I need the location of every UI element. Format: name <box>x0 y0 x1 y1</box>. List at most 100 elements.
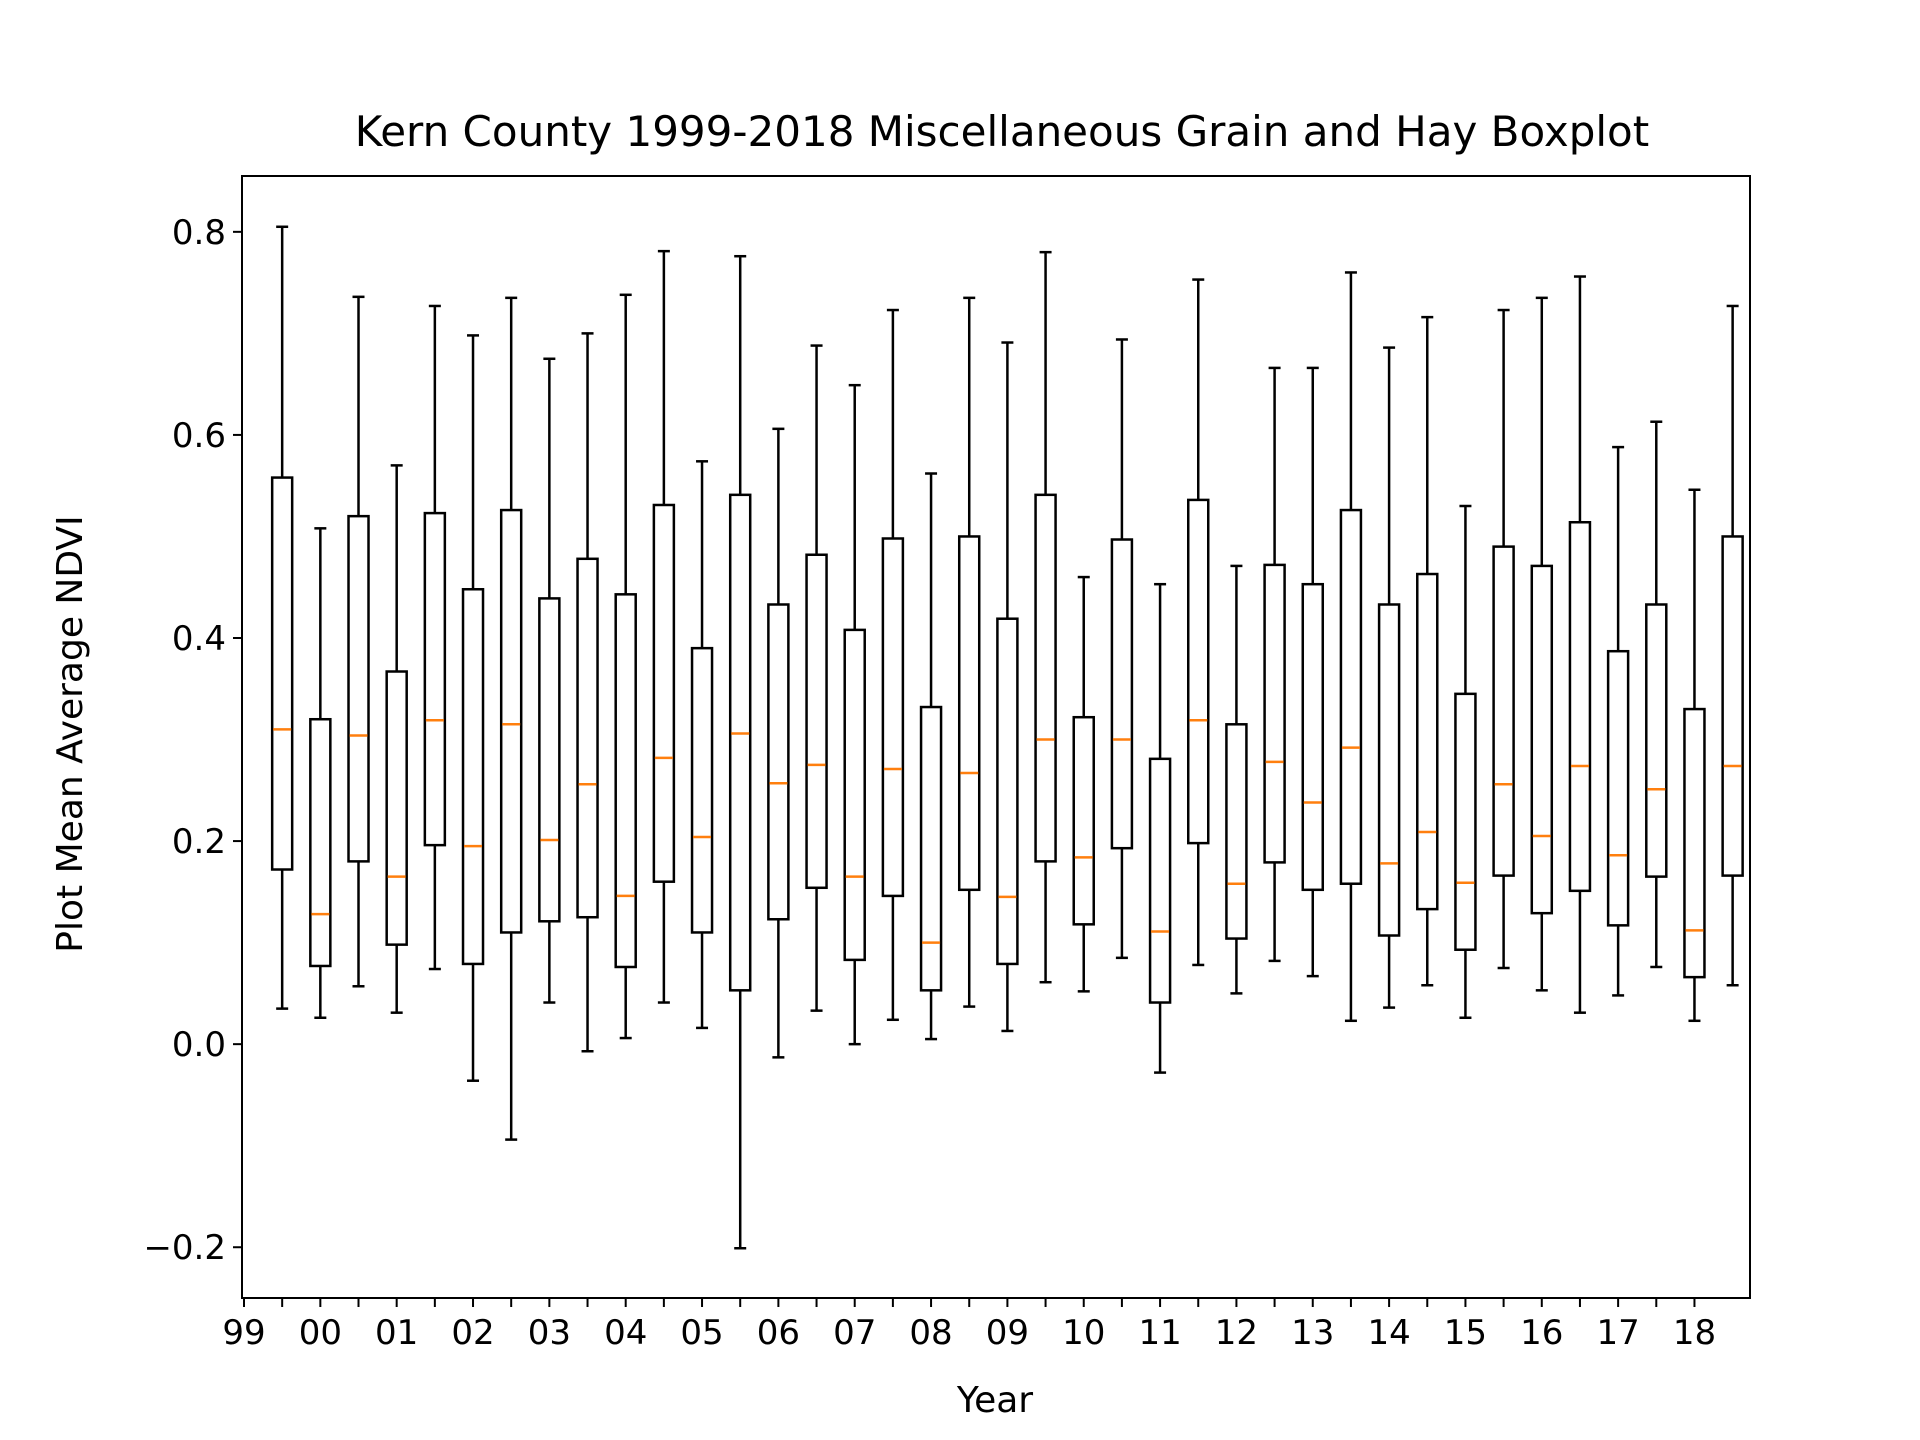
box-10 <box>652 249 676 1004</box>
iqr-box <box>652 503 676 883</box>
x-tick-label: 00 <box>299 1313 342 1353</box>
x-tick-label: 09 <box>986 1313 1029 1353</box>
iqr-box <box>461 588 485 966</box>
x-tick-label: 08 <box>909 1313 952 1353</box>
box-4 <box>423 304 447 971</box>
box-28 <box>1339 271 1363 1023</box>
iqr-box <box>614 593 637 969</box>
iqr-box <box>728 493 752 992</box>
y-tick-label: 0.0 <box>172 1025 226 1065</box>
x-tick-label: 02 <box>451 1313 494 1353</box>
iqr-box <box>499 508 523 934</box>
box-14 <box>805 344 828 1012</box>
box-27 <box>1301 366 1325 978</box>
x-tick-label: 06 <box>757 1313 800 1353</box>
box-8 <box>576 332 599 1053</box>
box-34 <box>1568 275 1592 1014</box>
x-tick-label: 10 <box>1062 1313 1105 1353</box>
iqr-box <box>1187 498 1210 845</box>
x-tick-label: 03 <box>528 1313 571 1353</box>
iqr-box <box>270 476 294 871</box>
iqr-box <box>919 705 943 992</box>
iqr-box <box>1454 692 1477 951</box>
box-37 <box>1683 488 1706 1023</box>
iqr-box <box>423 511 447 847</box>
box-29 <box>1377 346 1401 1009</box>
box-23 <box>1148 582 1172 1074</box>
x-tick-label: 15 <box>1444 1313 1487 1353</box>
iqr-box <box>843 628 866 962</box>
box-12 <box>728 254 752 1250</box>
iqr-box <box>1645 603 1668 878</box>
x-tick-label: 14 <box>1367 1313 1410 1353</box>
iqr-box <box>309 717 332 968</box>
box-19 <box>996 341 1019 1033</box>
iqr-box <box>1683 707 1706 979</box>
box-24 <box>1187 278 1210 967</box>
x-tick-label: 04 <box>604 1313 647 1353</box>
iqr-box <box>996 617 1019 966</box>
iqr-box <box>957 535 981 892</box>
x-tick-label: 16 <box>1520 1313 1563 1353</box>
plot-area <box>270 225 1744 1250</box>
iqr-box <box>1568 520 1592 893</box>
x-tick-label: 07 <box>833 1313 876 1353</box>
x-tick-label: 13 <box>1291 1313 1334 1353</box>
x-axis: 99 00 01 02 03 04 05 06 07 08 09 10 11 12 13 14 15 16 17 18 <box>222 1298 1716 1353</box>
x-tick-label: 05 <box>680 1313 723 1353</box>
iqr-box <box>576 557 599 919</box>
x-tick-label: 12 <box>1215 1313 1258 1353</box>
y-tick-label: 0.6 <box>172 416 226 456</box>
box-32 <box>1492 308 1515 970</box>
x-tick-label: 99 <box>222 1313 265 1353</box>
iqr-box <box>1225 723 1248 940</box>
box-21 <box>1072 575 1095 993</box>
x-axis-label: Year <box>956 1380 1033 1421</box>
iqr-box <box>881 537 905 898</box>
y-tick-label: −0.2 <box>143 1228 226 1268</box>
box-7 <box>538 357 561 1004</box>
box-36 <box>1645 420 1668 969</box>
y-axis: −0.2 0.0 0.2 0.4 0.6 0.8 <box>143 213 242 1268</box>
box-13 <box>767 427 790 1059</box>
box-17 <box>919 472 943 1041</box>
box-18 <box>957 296 981 1008</box>
iqr-box <box>1530 564 1554 915</box>
iqr-box <box>1339 508 1363 885</box>
x-tick-label: 01 <box>375 1313 418 1353</box>
y-axis-label: Plot Mean Average NDVI <box>50 515 91 952</box>
iqr-box <box>1148 757 1172 1004</box>
iqr-box <box>690 646 714 934</box>
box-16 <box>881 308 905 1022</box>
box-30 <box>1416 315 1439 987</box>
box-9 <box>614 293 637 1040</box>
plot-frame <box>241 175 1751 1299</box>
box-2 <box>347 295 370 988</box>
x-tick-label: 11 <box>1138 1313 1181 1353</box>
box-35 <box>1606 445 1630 997</box>
box-3 <box>385 464 408 1014</box>
iqr-box <box>538 597 561 923</box>
x-tick-label: 18 <box>1673 1313 1716 1353</box>
iqr-box <box>1263 563 1286 864</box>
x-tick-label: 17 <box>1596 1313 1639 1353</box>
iqr-box <box>385 670 408 946</box>
iqr-box <box>1377 603 1401 937</box>
box-1 <box>309 527 332 1020</box>
iqr-box <box>1606 649 1630 927</box>
box-33 <box>1530 296 1554 992</box>
box-0 <box>270 225 294 1010</box>
box-25 <box>1225 564 1248 995</box>
box-26 <box>1263 366 1286 963</box>
chart-title: Kern County 1999-2018 Miscellaneous Grai… <box>355 107 1649 156</box>
iqr-box <box>805 553 828 890</box>
box-15 <box>843 383 866 1046</box>
iqr-box <box>1301 582 1325 892</box>
box-38 <box>1721 304 1744 987</box>
iqr-box <box>1072 715 1095 926</box>
iqr-box <box>1492 545 1515 877</box>
iqr-box <box>347 514 370 863</box>
box-22 <box>1110 338 1134 960</box>
box-20 <box>1034 250 1057 984</box>
